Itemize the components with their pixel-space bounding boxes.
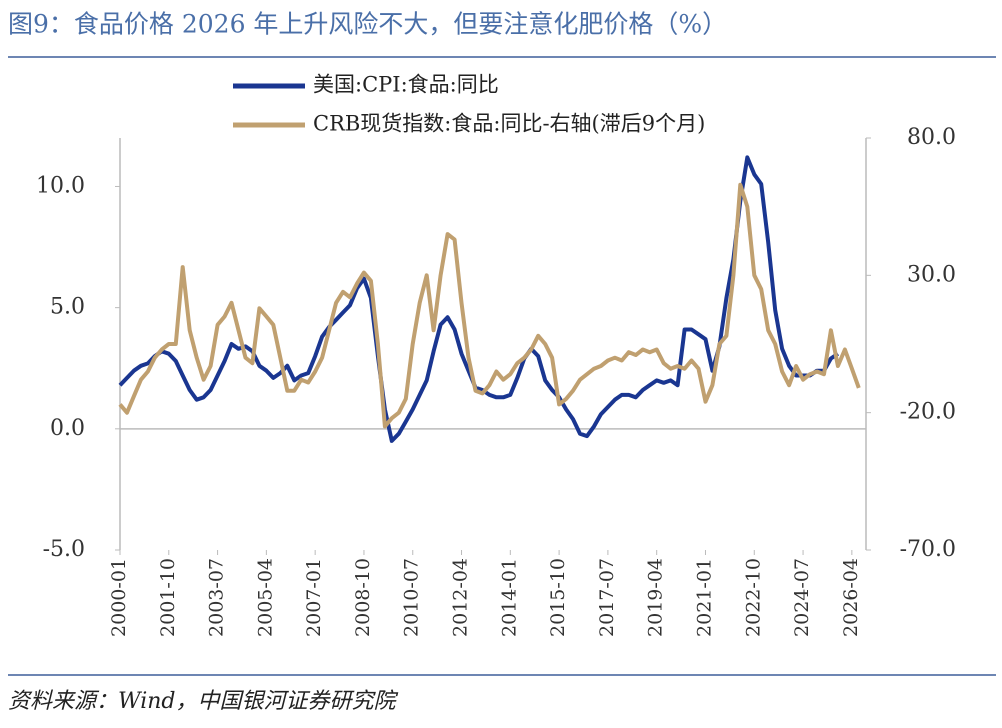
- y-tick-label: 0.0: [50, 416, 85, 441]
- y-tick-label: 10.0: [36, 173, 85, 198]
- x-tick-label: 2017-07: [596, 558, 618, 637]
- y-tick-label: 5.0: [50, 295, 85, 320]
- x-tick-label: 2024-07: [791, 558, 813, 637]
- x-tick-label: 2008-10: [352, 558, 374, 637]
- x-tick-label: 2021-01: [693, 558, 715, 637]
- y-tick-label: -5.0: [43, 537, 85, 562]
- x-tick-label: 2007-01: [303, 558, 325, 637]
- x-tick-label: 2014-01: [498, 558, 520, 637]
- x-tick-label: 2000-01: [108, 558, 130, 637]
- x-tick-label: 2003-07: [206, 558, 228, 637]
- x-tick-label: 2019-04: [645, 558, 667, 637]
- x-tick-label: 2005-04: [254, 558, 276, 637]
- title: 图9：食品价格 2026 年上升风险不大，但要注意化肥价格（%）: [8, 10, 727, 39]
- legend-label: 美国:CPI:食品:同比: [313, 73, 499, 97]
- y2-tick-label: 80.0: [907, 125, 956, 150]
- x-tick-label: 2001-10: [157, 558, 179, 637]
- legend-label: CRB现货指数:食品:同比-右轴(滞后9个月): [313, 112, 705, 136]
- x-tick-label: 2015-10: [547, 558, 569, 637]
- y2-tick-label: 30.0: [907, 262, 956, 287]
- series-line: [118, 182, 861, 429]
- y2-tick-label: -20.0: [900, 400, 956, 425]
- x-tick-label: 2026-04: [840, 558, 862, 637]
- x-tick-label: 2012-04: [450, 558, 472, 637]
- source: 资料来源：Wind，中国银河证券研究院: [8, 689, 399, 714]
- x-tick-label: 2022-10: [742, 558, 764, 637]
- x-tick-label: 2010-07: [401, 558, 423, 637]
- y2-tick-label: -70.0: [900, 537, 956, 562]
